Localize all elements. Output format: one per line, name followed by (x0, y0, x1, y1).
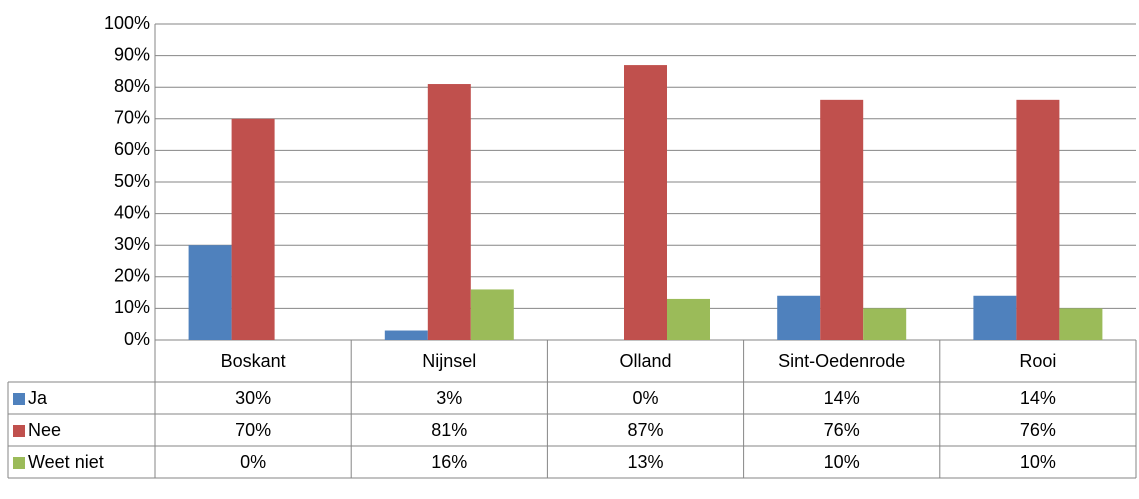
y-tick-label: 30% (114, 234, 150, 254)
table-value: 3% (436, 388, 462, 408)
bar (470, 289, 514, 340)
bar (863, 308, 907, 340)
bar (384, 330, 428, 340)
legend-label: Weet niet (28, 452, 104, 472)
bar (1059, 308, 1103, 340)
legend-label: Ja (28, 388, 48, 408)
y-tick-label: 20% (114, 266, 150, 286)
y-tick-label: 80% (114, 76, 150, 96)
y-tick-label: 10% (114, 297, 150, 317)
bar (777, 295, 821, 340)
table-value: 70% (235, 420, 271, 440)
bar (667, 298, 710, 340)
x-tick-label: Boskant (221, 351, 286, 371)
bar (427, 84, 471, 340)
table-value: 13% (627, 452, 663, 472)
table-value: 87% (627, 420, 663, 440)
y-tick-label: 90% (114, 44, 150, 64)
x-tick-label: Nijnsel (422, 351, 476, 371)
bar (973, 295, 1017, 340)
table-value: 16% (431, 452, 467, 472)
bar (231, 118, 275, 340)
bar (188, 245, 232, 340)
table-value: 10% (1020, 452, 1056, 472)
table-value: 81% (431, 420, 467, 440)
table-value: 10% (824, 452, 860, 472)
bar (820, 99, 864, 340)
table-value: 76% (824, 420, 860, 440)
y-tick-label: 0% (124, 329, 150, 349)
legend-swatch (13, 457, 25, 469)
legend-label: Nee (28, 420, 61, 440)
bar (624, 65, 667, 340)
y-tick-label: 100% (104, 13, 150, 33)
legend-swatch (13, 425, 25, 437)
table-value: 76% (1020, 420, 1056, 440)
x-tick-label: Rooi (1019, 351, 1056, 371)
table-value: 0% (240, 452, 266, 472)
x-tick-label: Olland (619, 351, 671, 371)
table-value: 30% (235, 388, 271, 408)
y-tick-label: 60% (114, 139, 150, 159)
table-value: 14% (824, 388, 860, 408)
bar (1016, 99, 1060, 340)
y-tick-label: 50% (114, 171, 150, 191)
table-value: 0% (632, 388, 658, 408)
y-tick-label: 70% (114, 108, 150, 128)
y-tick-label: 40% (114, 202, 150, 222)
table-value: 14% (1020, 388, 1056, 408)
x-tick-label: Sint-Oedenrode (778, 351, 905, 371)
legend-swatch (13, 393, 25, 405)
